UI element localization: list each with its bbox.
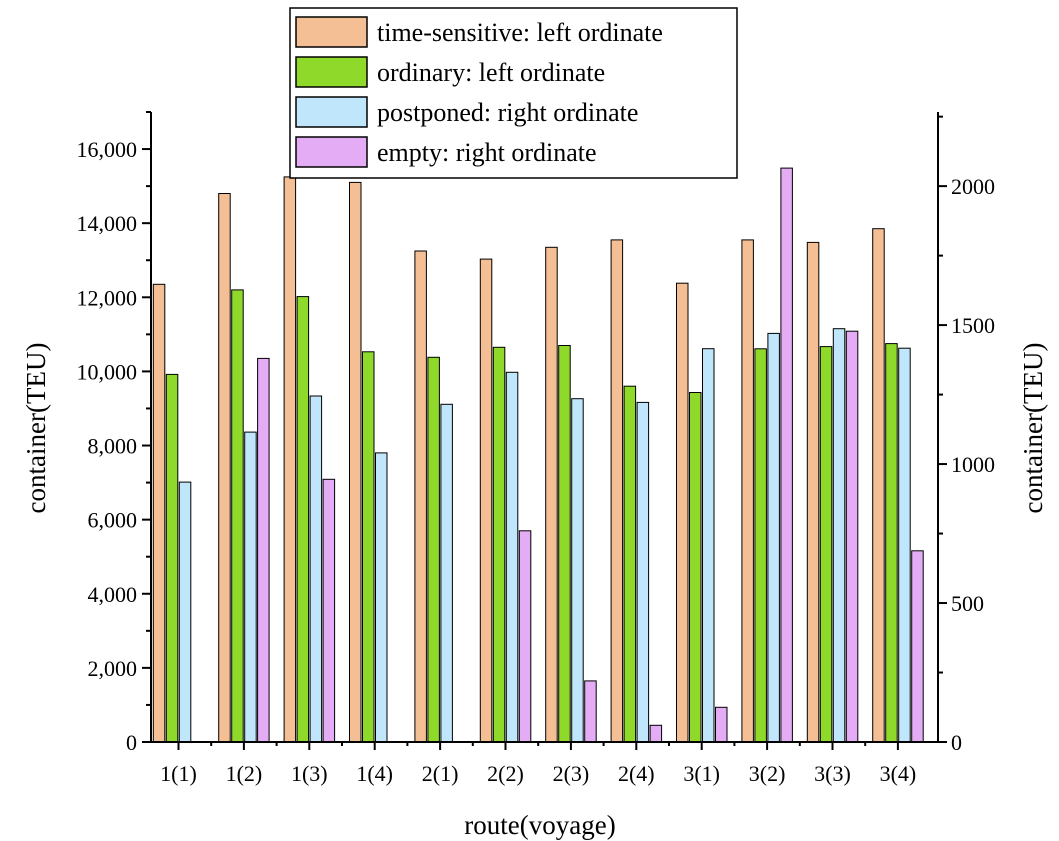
- legend-swatch-2: [295, 96, 368, 128]
- bar-s2-c9: [767, 332, 780, 743]
- legend-swatch-0: [295, 16, 368, 48]
- x-tick-label-5: 2(2): [487, 761, 524, 786]
- bar-s2-c2: [309, 395, 323, 743]
- left-tick-label-1: 2,000: [88, 656, 138, 681]
- left-tick-label-5: 10,000: [77, 359, 138, 384]
- left-tick-label-3: 6,000: [88, 508, 138, 533]
- legend-label-2: postponed: right ordinate: [377, 98, 638, 127]
- bar-s0-c3: [349, 181, 362, 743]
- bar-s1-c4: [427, 356, 440, 743]
- right-axis-title: container(TEU): [1018, 343, 1048, 514]
- bar-s2-c5: [505, 371, 519, 743]
- bar-s1-c6: [558, 345, 571, 743]
- bar-s1-c9: [754, 348, 767, 743]
- bar-s3-c9: [780, 167, 793, 743]
- bar-s2-c7: [636, 401, 650, 743]
- x-tick-label-0: 1(1): [160, 761, 197, 786]
- x-tick-label-1: 1(2): [226, 761, 263, 786]
- left-tick-label-4: 8,000: [88, 434, 138, 459]
- x-tick-label-9: 3(2): [749, 761, 786, 786]
- bar-s3-c7: [649, 724, 663, 743]
- legend-label-0: time-sensitive: left ordinate: [377, 18, 663, 47]
- bar-s3-c1: [257, 357, 270, 743]
- bar-s3-c10: [845, 330, 859, 743]
- bar-s2-c11: [898, 347, 911, 743]
- left-tick-label-8: 16,000: [77, 137, 138, 162]
- left-tick-label-0: 0: [126, 730, 137, 755]
- bar-s0-c7: [610, 239, 624, 743]
- legend: time-sensitive: left ordinate ordinary: l…: [289, 7, 738, 179]
- bar-s0-c9: [741, 239, 754, 743]
- bar-s1-c8: [689, 392, 702, 743]
- right-tick-label-4: 2000: [951, 174, 995, 199]
- left-tick-label-7: 14,000: [77, 211, 138, 236]
- bar-s0-c4: [414, 250, 427, 743]
- bar-s3-c8: [715, 706, 728, 743]
- bar-s0-c2: [283, 176, 297, 743]
- right-tick-label-3: 1500: [951, 313, 995, 338]
- x-axis-ticks: 1(1) 1(2) 1(3) 1(4) 2(1) 2(2) 2(3) 2(4) 3(1) 3(2)…: [160, 742, 916, 786]
- bar-s1-c0: [165, 373, 179, 743]
- right-axis-ticks: 0 500 1000 1500 2000: [938, 115, 995, 755]
- bar-s0-c1: [218, 193, 231, 743]
- bar-s1-c5: [492, 346, 506, 743]
- bar-s1-c7: [623, 385, 637, 743]
- bar-s3-c2: [322, 478, 336, 743]
- bar-s3-c11: [911, 550, 924, 743]
- right-tick-label-2: 1000: [951, 452, 995, 477]
- x-tick-label-4: 2(1): [422, 761, 459, 786]
- bar-s0-c6: [545, 246, 558, 743]
- legend-swatch-1: [295, 56, 368, 88]
- x-tick-label-8: 3(1): [683, 761, 720, 786]
- bar-s2-c10: [832, 328, 846, 743]
- x-tick-label-10: 3(3): [814, 761, 851, 786]
- right-tick-label-0: 0: [951, 730, 962, 755]
- bar-s2-c8: [702, 348, 715, 743]
- bar-s3-c6: [584, 680, 597, 743]
- legend-label-1: ordinary: left ordinate: [377, 58, 605, 87]
- bar-s1-c10: [819, 346, 833, 743]
- bar-s2-c3: [375, 452, 388, 743]
- left-tick-label-2: 4,000: [88, 582, 138, 607]
- x-tick-label-11: 3(4): [880, 761, 917, 786]
- right-tick-label-1: 500: [951, 591, 984, 616]
- x-axis-title: route(voyage): [464, 810, 615, 840]
- bars-layer: [152, 167, 924, 743]
- bar-s2-c0: [178, 481, 192, 743]
- x-tick-label-7: 2(4): [618, 761, 655, 786]
- left-axis-ticks: 0 2,000 4,000 6,000 8,000 10,000 12,000 14,000 1…: [77, 111, 151, 755]
- x-tick-label-2: 1(3): [291, 761, 328, 786]
- bar-s0-c0: [152, 283, 166, 743]
- x-tick-label-3: 1(4): [356, 761, 393, 786]
- x-tick-label-6: 2(3): [553, 761, 590, 786]
- legend-label-3: empty: right ordinate: [377, 138, 597, 167]
- bar-s2-c4: [440, 403, 453, 743]
- legend-swatch-3: [295, 136, 368, 168]
- bar-s0-c5: [479, 258, 493, 743]
- left-axis-title: container(TEU): [21, 343, 51, 514]
- axes-layer: [150, 112, 939, 743]
- bar-s1-c2: [296, 296, 310, 743]
- bar-s2-c1: [244, 431, 257, 743]
- left-tick-label-6: 12,000: [77, 285, 138, 310]
- bar-s1-c11: [885, 343, 898, 743]
- bar-s1-c1: [231, 289, 244, 743]
- bar-s2-c6: [571, 398, 584, 743]
- bar-s3-c5: [518, 530, 532, 743]
- bar-s1-c3: [362, 351, 375, 743]
- bar-s0-c11: [872, 228, 885, 743]
- bar-s0-c10: [806, 241, 820, 743]
- bar-s0-c8: [676, 282, 689, 743]
